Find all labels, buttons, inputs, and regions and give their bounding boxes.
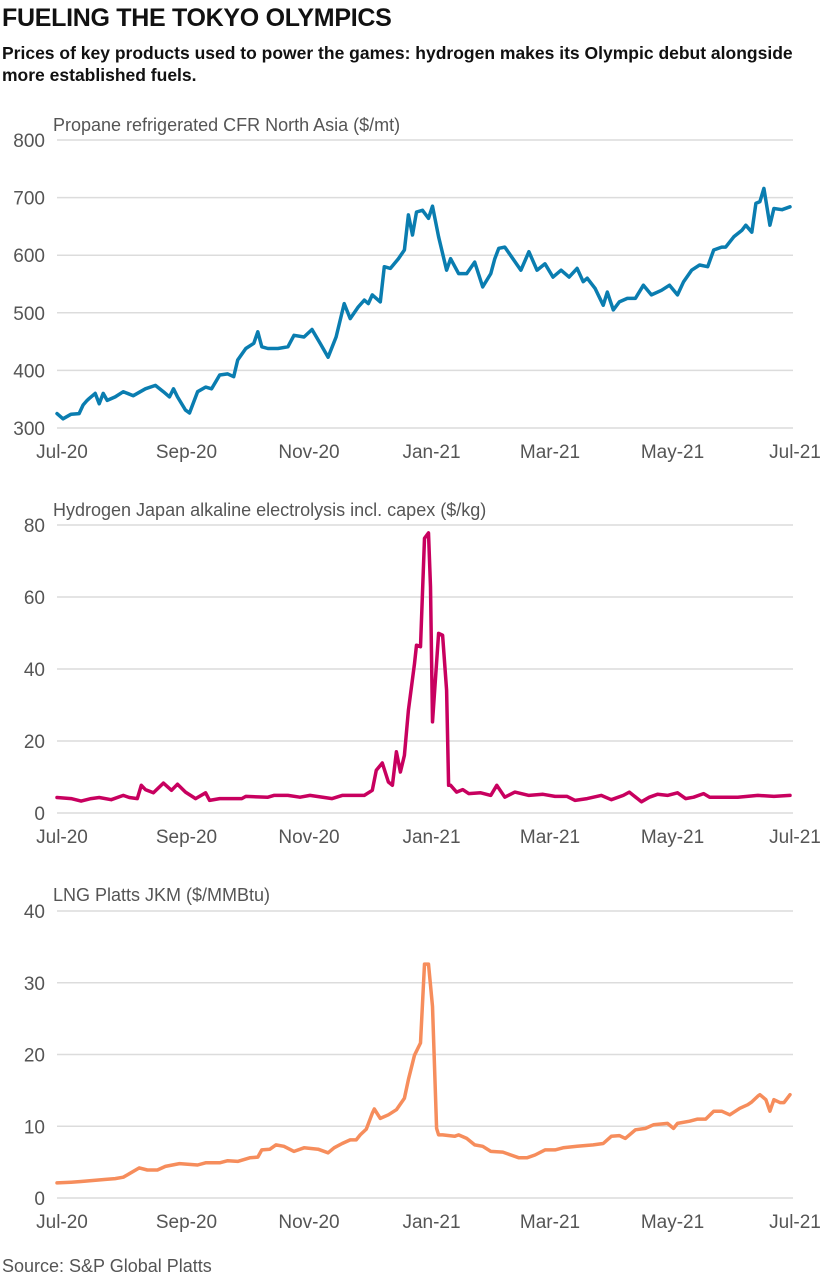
x-tick-label: Jul-20 (36, 827, 88, 848)
hydrogen-chart: Hydrogen Japan alkaline electrolysis inc… (24, 500, 821, 848)
x-tick-label: May-21 (641, 827, 704, 848)
x-tick-label: Jan-21 (402, 827, 460, 848)
y-tick-label: 300 (13, 419, 45, 440)
series-line (55, 962, 792, 1185)
chart-title: Hydrogen Japan alkaline electrolysis inc… (53, 500, 486, 520)
y-tick-label: 10 (24, 1117, 45, 1138)
chart-title: Propane refrigerated CFR North Asia ($/m… (53, 115, 400, 135)
x-tick-label: Jul-20 (36, 442, 88, 463)
x-tick-label: Mar-21 (520, 442, 580, 463)
y-tick-label: 800 (13, 131, 45, 152)
series-line (55, 531, 792, 804)
y-tick-label: 500 (13, 304, 45, 325)
y-tick-label: 40 (24, 660, 45, 681)
x-tick-label: Jul-21 (769, 827, 821, 848)
x-tick-label: Sep-20 (156, 1212, 217, 1233)
y-tick-label: 20 (24, 732, 45, 753)
propane-chart: Propane refrigerated CFR North Asia ($/m… (13, 115, 821, 463)
y-tick-label: 0 (34, 804, 45, 825)
x-tick-label: Jul-21 (769, 1212, 821, 1233)
x-tick-label: Nov-20 (278, 1212, 339, 1233)
x-tick-label: Sep-20 (156, 827, 217, 848)
page-subtitle: Prices of key products used to power the… (2, 43, 793, 85)
x-tick-label: Mar-21 (520, 827, 580, 848)
x-tick-label: Sep-20 (156, 442, 217, 463)
series-line (55, 186, 792, 421)
y-tick-label: 600 (13, 246, 45, 267)
y-tick-label: 80 (24, 516, 45, 537)
x-tick-label: May-21 (641, 1212, 704, 1233)
x-tick-label: Jul-21 (769, 442, 821, 463)
x-tick-label: Nov-20 (278, 827, 339, 848)
x-tick-label: Mar-21 (520, 1212, 580, 1233)
chart-title: LNG Platts JKM ($/MMBtu) (53, 885, 270, 905)
x-tick-label: Jul-20 (36, 1212, 88, 1233)
x-tick-label: Nov-20 (278, 442, 339, 463)
y-tick-label: 0 (34, 1189, 45, 1210)
y-tick-label: 30 (24, 974, 45, 995)
x-tick-label: Jan-21 (402, 442, 460, 463)
y-tick-label: 40 (24, 902, 45, 923)
y-tick-label: 20 (24, 1046, 45, 1067)
y-tick-label: 700 (13, 189, 45, 210)
lng-chart: LNG Platts JKM ($/MMBtu) 0 10 20 30 40 Jul-20 S… (24, 885, 821, 1233)
y-tick-label: 400 (13, 361, 45, 382)
x-tick-label: Jan-21 (402, 1212, 460, 1233)
page-title: FUELING THE TOKYO OLYMPICS (2, 4, 392, 32)
x-tick-label: May-21 (641, 442, 704, 463)
source-note: Source: S&P Global Platts (2, 1256, 212, 1276)
y-tick-label: 60 (24, 588, 45, 609)
